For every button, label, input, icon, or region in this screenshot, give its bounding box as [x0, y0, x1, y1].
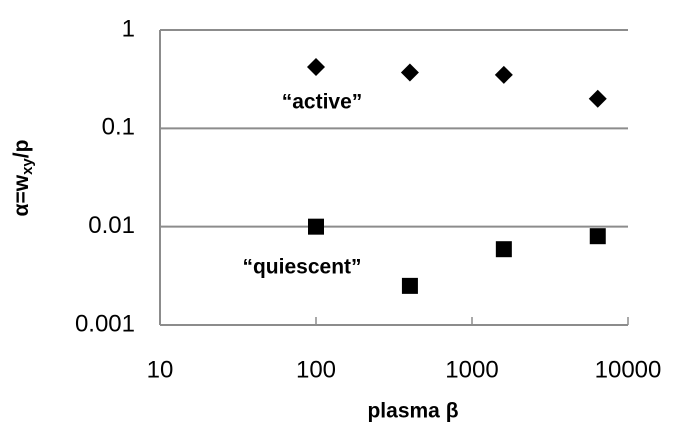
y-tick-label: 0.001 [75, 310, 135, 337]
x-tick-label: 100 [296, 356, 336, 383]
y-label-sub: xy [19, 158, 36, 175]
annotation: “quiescent” [242, 256, 361, 279]
diamond-point [588, 89, 607, 108]
diamond-point [494, 65, 513, 84]
y-label-part: α=w [10, 174, 33, 216]
x-tick-label: 10 [147, 356, 174, 383]
square-point [589, 228, 606, 245]
x-axis-label: plasma β [367, 400, 458, 423]
square-point [495, 241, 512, 258]
x-tick-label: 10000 [595, 356, 662, 383]
square-point [401, 277, 418, 294]
diamond-point [307, 58, 325, 77]
diamond-point [400, 63, 419, 82]
square-point [308, 218, 324, 235]
y-axis-label: α=wxy/p [10, 140, 36, 217]
y-tick-label: 1 [122, 15, 135, 42]
y-tick-label: 0.1 [102, 114, 135, 141]
annotation: “active” [282, 91, 363, 114]
x-tick-label: 1000 [445, 356, 498, 383]
y-label-part: /p [10, 140, 33, 159]
y-tick-label: 0.01 [88, 212, 135, 239]
